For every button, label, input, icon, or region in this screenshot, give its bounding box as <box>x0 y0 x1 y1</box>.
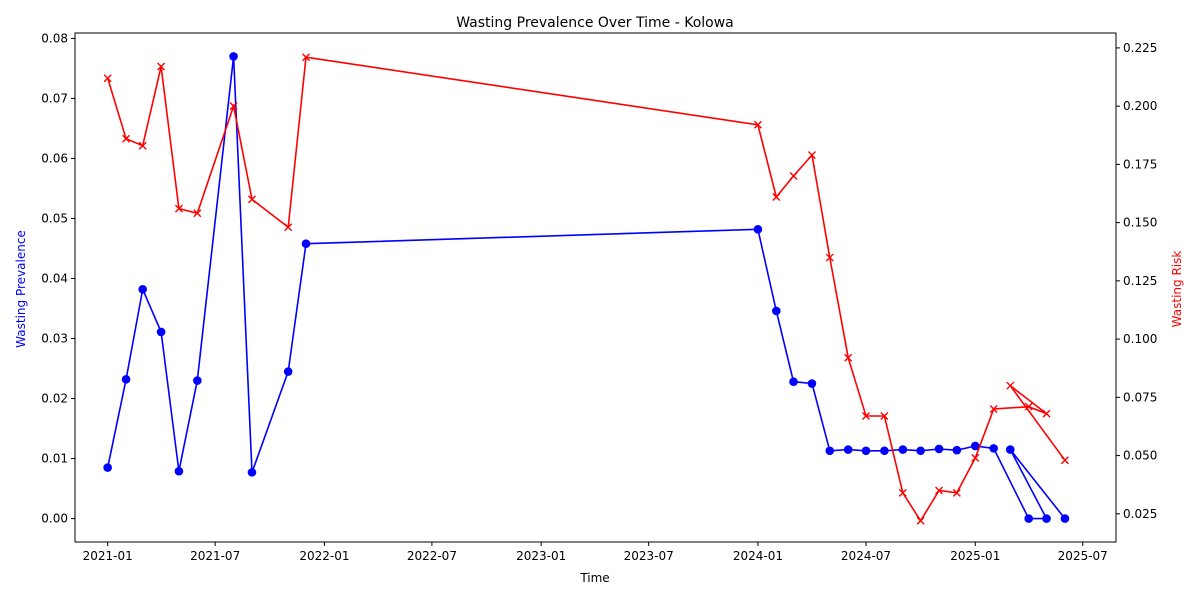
y-left-tick-label: 0.06 <box>41 151 68 165</box>
prevalence-point <box>156 327 166 337</box>
plot-frame <box>74 32 1117 543</box>
prevalence-point <box>193 376 202 385</box>
y-right-tick-label: 0.175 <box>1123 157 1157 171</box>
prevalence-point <box>229 52 238 61</box>
risk-point <box>157 62 166 71</box>
risk-point <box>229 102 238 111</box>
y-right-tick-label: 0.150 <box>1123 216 1157 230</box>
y-left-tick-label: 0.07 <box>41 91 68 105</box>
risk-point <box>772 193 781 201</box>
risk-point <box>753 120 762 129</box>
risk-point <box>880 411 889 420</box>
x-tick-label: 2023-01 <box>516 549 566 563</box>
x-tick-label: 2024-01 <box>733 549 783 563</box>
y-right-tick-label: 0.075 <box>1123 390 1157 404</box>
prevalence-point <box>283 367 293 376</box>
risk-point <box>122 134 131 143</box>
y-right-tick-label: 0.025 <box>1123 507 1157 521</box>
prevalence-point <box>807 379 817 388</box>
risk-point <box>138 141 147 150</box>
x-tick-label: 2022-07 <box>407 549 457 563</box>
risk-point <box>103 74 112 83</box>
prevalence-point <box>952 445 962 455</box>
risk-point <box>193 209 202 218</box>
x-tick-label: 2025-01 <box>950 549 1000 563</box>
x-tick-label: 2025-07 <box>1058 549 1108 563</box>
chart-title: Wasting Prevalence Over Time - Kolowa <box>456 15 734 31</box>
risk-point <box>916 516 925 525</box>
x-tick-label: 2021-01 <box>83 549 133 563</box>
prevalence-series-line <box>106 56 1066 520</box>
risk-point <box>825 253 834 262</box>
y-right-tick-label: 0.225 <box>1123 41 1157 55</box>
risk-point <box>302 53 310 62</box>
prevalence-point <box>772 306 781 316</box>
risk-point <box>898 488 907 497</box>
axes-layer: 2021-01 2021-07 2022-01 2022-07 2023-01 2023-… <box>41 31 1157 563</box>
prevalence-point <box>121 375 131 384</box>
risk-series-line <box>106 56 1066 523</box>
prevalence-point <box>1060 514 1070 523</box>
risk-point <box>174 204 183 213</box>
risk-point <box>861 411 870 420</box>
risk-point <box>971 453 980 462</box>
y-left-tick-label: 0.00 <box>41 512 68 526</box>
prevalence-point <box>880 446 889 456</box>
risk-point <box>1060 456 1069 465</box>
prevalence-point <box>247 468 257 477</box>
prevalence-point <box>934 444 944 454</box>
prevalence-point <box>916 446 925 456</box>
risk-point <box>989 404 998 413</box>
risk-point <box>807 151 816 160</box>
risk-point <box>844 353 853 362</box>
y-axis-left-title: Wasting Prevalence <box>14 230 28 348</box>
prevalence-point <box>861 446 871 456</box>
risk-point <box>284 223 293 232</box>
prevalence-point <box>789 377 798 387</box>
risk-point <box>952 488 961 497</box>
y-left-tick-label: 0.04 <box>41 271 68 285</box>
series-layer <box>103 52 1070 525</box>
risk-point <box>789 172 798 181</box>
prevalence-point <box>898 445 908 454</box>
risk-point <box>1042 409 1051 418</box>
y-left-tick-label: 0.02 <box>41 392 68 406</box>
prevalence-point <box>989 444 998 453</box>
risk-point <box>935 486 944 495</box>
risk-point <box>247 195 256 204</box>
y-right-tick-label: 0.125 <box>1123 274 1157 288</box>
y-left-tick-label: 0.03 <box>41 332 68 346</box>
prevalence-point <box>1024 514 1034 523</box>
y-left-tick-label: 0.01 <box>41 452 68 466</box>
y-right-tick-label: 0.050 <box>1123 449 1157 463</box>
prevalence-point <box>301 239 311 248</box>
x-tick-label: 2021-07 <box>190 549 240 563</box>
prevalence-point <box>843 445 853 454</box>
y-right-tick-label: 0.200 <box>1123 99 1157 113</box>
risk-point <box>1024 402 1033 411</box>
prevalence-point <box>753 224 763 234</box>
y-axis-right-title: Wasting Risk <box>1170 251 1184 328</box>
y-right-tick-label: 0.100 <box>1123 332 1157 346</box>
x-tick-label: 2022-01 <box>299 549 349 563</box>
prevalence-point <box>1005 445 1015 454</box>
risk-point <box>1006 381 1015 390</box>
prevalence-point <box>103 463 112 472</box>
x-tick-label: 2023-07 <box>624 549 674 563</box>
prevalence-point <box>970 441 980 451</box>
prevalence-point <box>174 466 184 476</box>
x-tick-label: 2024-07 <box>841 549 891 563</box>
prevalence-point <box>138 285 147 294</box>
x-axis-title: Time <box>579 571 609 585</box>
prevalence-point <box>825 446 835 456</box>
prevalence-point <box>1042 514 1051 523</box>
y-left-tick-label: 0.05 <box>41 211 68 225</box>
y-left-tick-label: 0.08 <box>41 31 68 45</box>
